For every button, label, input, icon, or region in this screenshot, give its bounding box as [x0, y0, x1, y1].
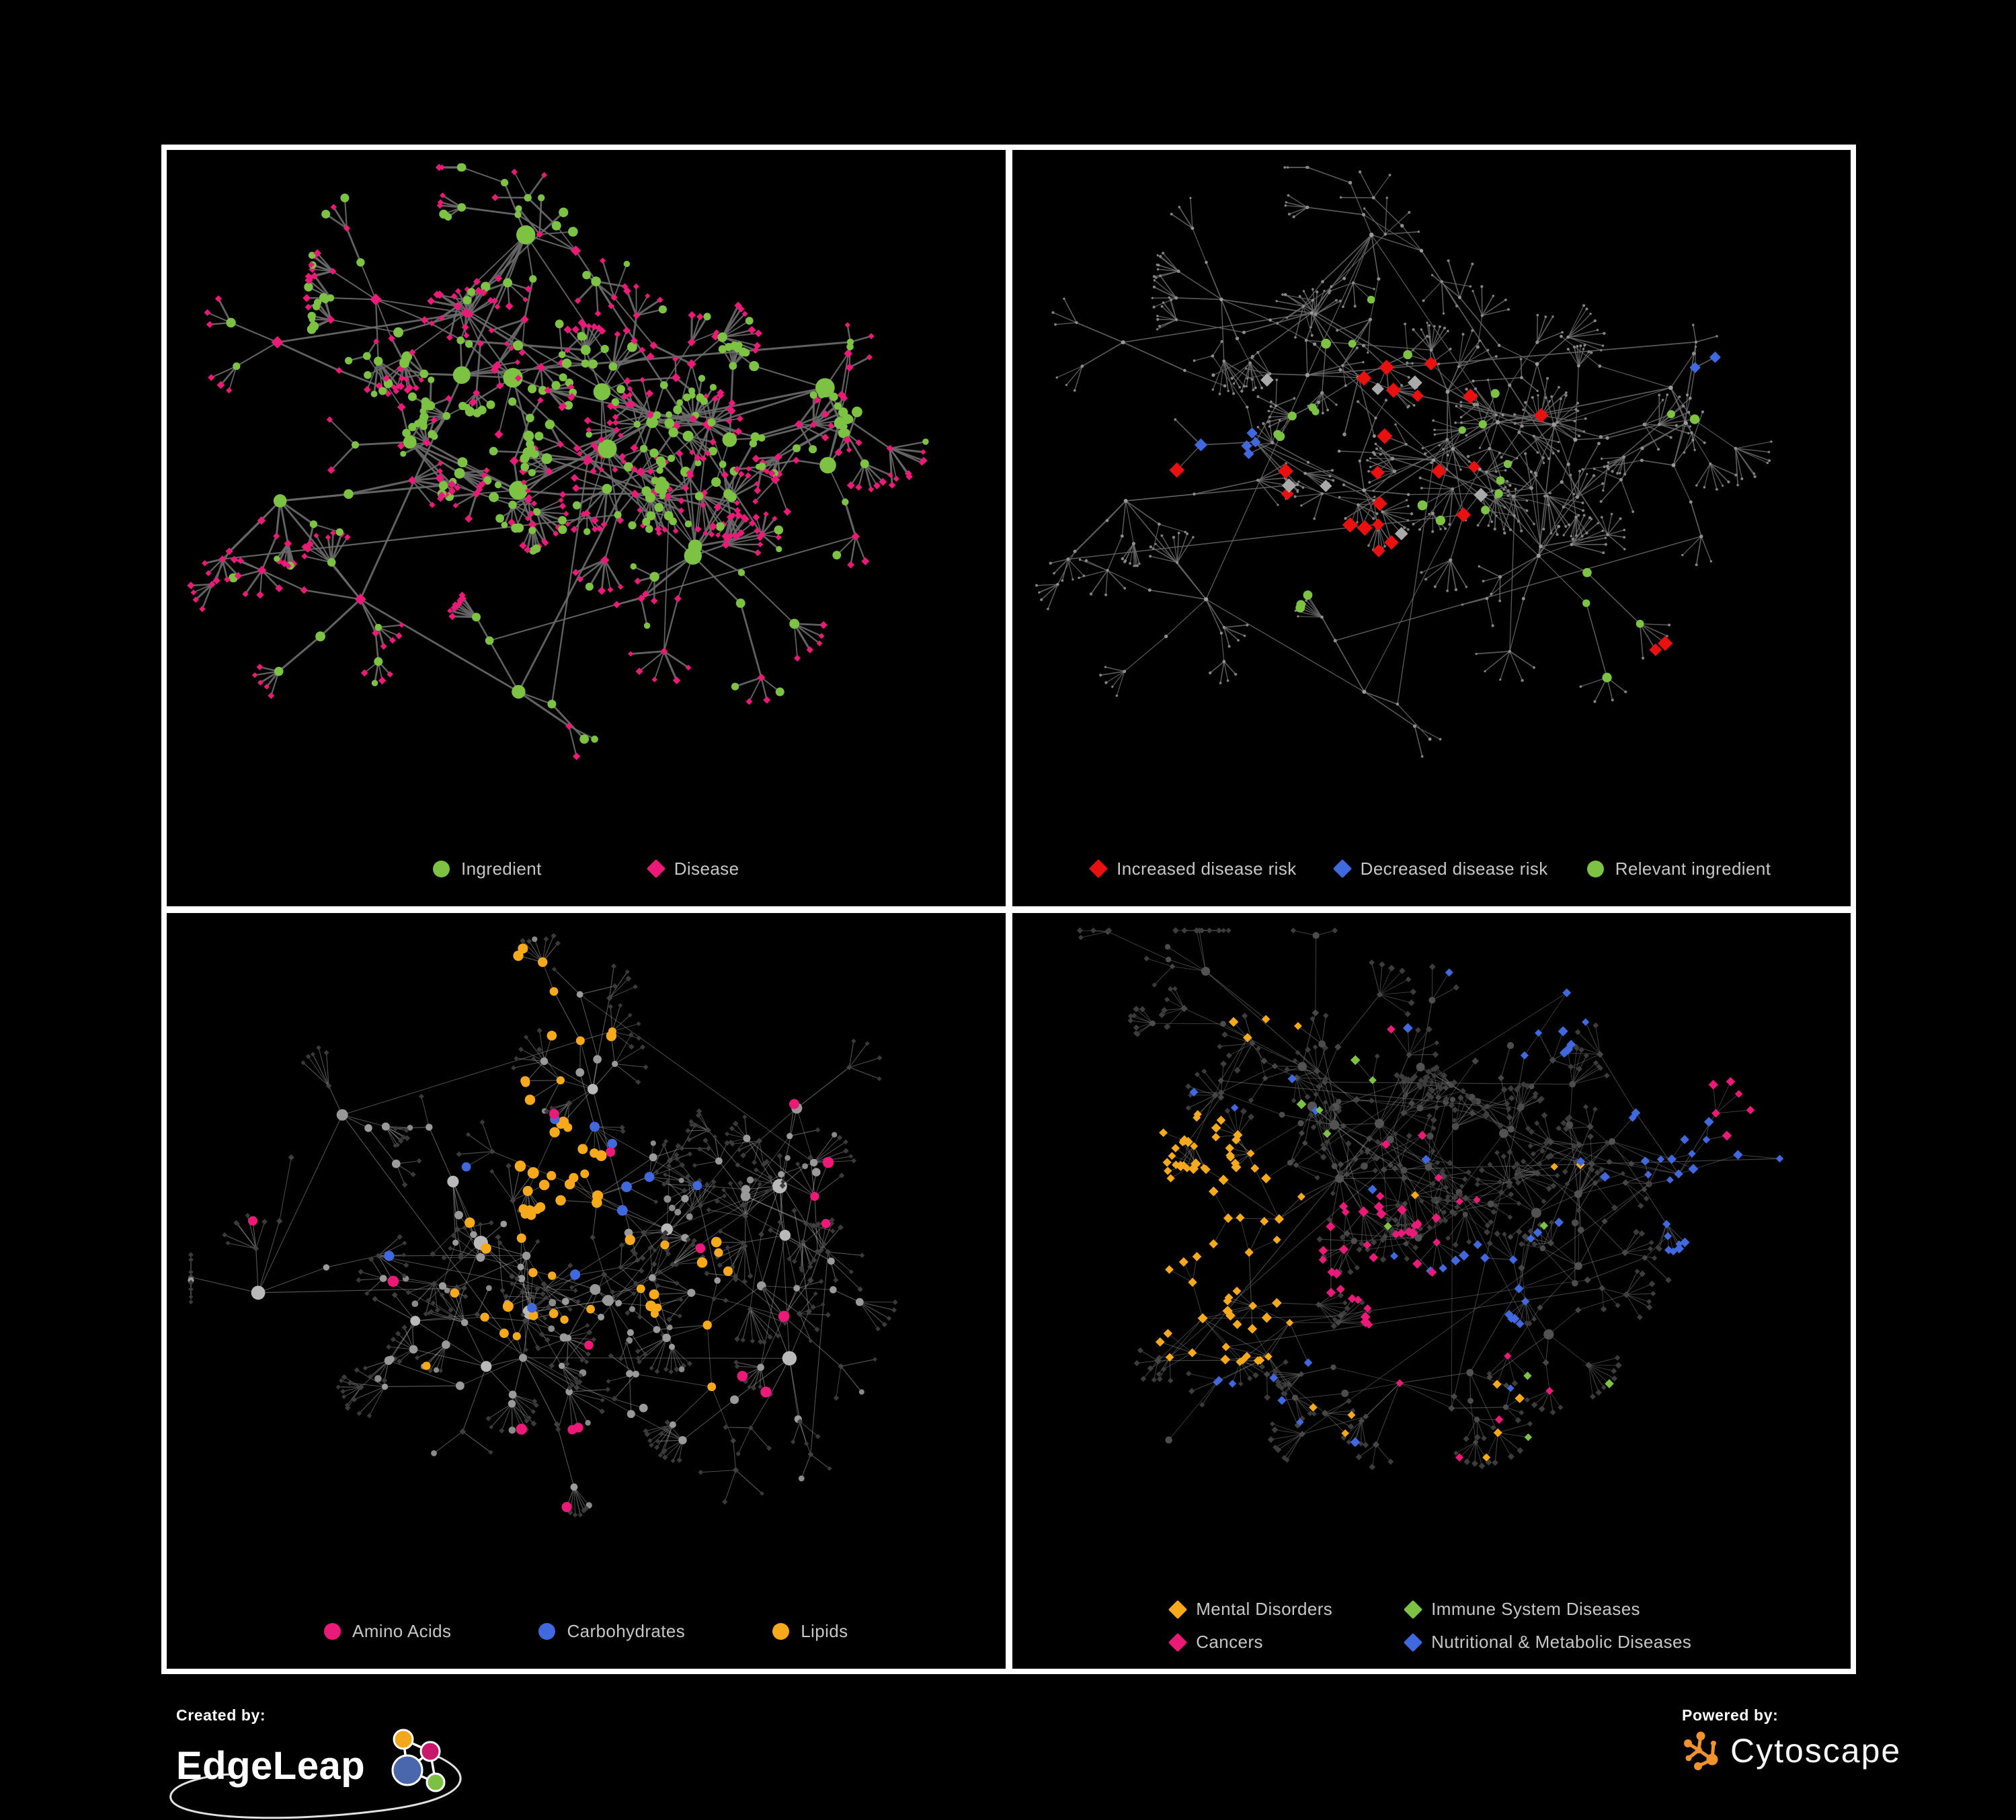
edgeleap-logo: EdgeLeap — [169, 1726, 553, 1819]
disease-risk-network-graph — [1035, 165, 1773, 758]
legend-label-ingredient: Ingredient — [461, 858, 542, 879]
lipids-marker-icon — [772, 1623, 790, 1640]
legend-label-nutritional-metabolic-diseases: Nutritional & Metabolic Diseases — [1431, 1632, 1692, 1652]
powered-by-label: Powered by: — [1682, 1706, 1779, 1724]
legend-label-mental-disorders: Mental Disorders — [1196, 1599, 1333, 1619]
decreased-risk-marker-icon — [1332, 859, 1352, 879]
legend-label-amino-acids: Amino Acids — [352, 1621, 452, 1641]
legend-item-immune-system-diseases: Immune System Diseases — [1404, 1599, 1691, 1620]
cytoscape-wordmark: Cytoscape — [1730, 1732, 1902, 1770]
legend-item-increased-risk: Increased disease risk — [1089, 858, 1297, 879]
legend-label-disease: Disease — [674, 858, 739, 879]
carbohydrates-marker-icon — [538, 1623, 556, 1640]
legend-ingredient-disease: Ingredient Disease — [167, 859, 1006, 879]
relevant-ingredient-marker-icon — [1586, 860, 1604, 877]
edgeleap-logo-icon — [391, 1729, 446, 1792]
edgeleap-swoosh-icon — [169, 1750, 462, 1819]
legend-label-lipids: Lipids — [801, 1621, 848, 1641]
legend-label-carbohydrates: Carbohydrates — [567, 1621, 686, 1641]
panel-nutrient-class-network: Amino Acids Carbohydrates Lipids — [167, 912, 1006, 1669]
disease-class-network-graph — [1076, 926, 1783, 1470]
panel-ingredient-disease-network: Ingredient Disease — [167, 150, 1006, 906]
legend-label-increased-risk: Increased disease risk — [1117, 858, 1297, 879]
ingredient-marker-icon — [433, 860, 450, 877]
cytoscape-logo: Cytoscape — [1682, 1730, 1901, 1772]
amino-acids-marker-icon — [323, 1623, 341, 1640]
legend-item-amino-acids: Amino Acids — [323, 1621, 452, 1642]
legend-item-disease: Disease — [646, 858, 739, 879]
increased-risk-marker-icon — [1089, 859, 1108, 879]
created-by-label: Created by: — [176, 1706, 266, 1724]
panel-grid: Ingredient Disease Increased disease ris… — [161, 145, 1856, 1674]
legend-nutrient-classes: Amino Acids Carbohydrates Lipids — [167, 1621, 1006, 1642]
cytoscape-icon — [1684, 1731, 1718, 1770]
legend-label-immune-system-diseases: Immune System Diseases — [1431, 1599, 1640, 1619]
legend-label-decreased-risk: Decreased disease risk — [1360, 858, 1548, 879]
panel-disease-class-network: Mental Disorders Immune System Diseases … — [1012, 912, 1851, 1669]
legend-item-cancers: Cancers — [1168, 1632, 1332, 1653]
panel-disease-risk-network: Increased disease risk Decreased disease… — [1012, 150, 1851, 906]
edgeleap-brand: Created by: EdgeLeap — [169, 1706, 553, 1819]
mental-disorders-marker-icon — [1168, 1599, 1188, 1619]
legend-disease-classes: Mental Disorders Immune System Diseases … — [1168, 1599, 1692, 1653]
edgeleap-wordmark: EdgeLeap — [176, 1744, 366, 1788]
legend-item-ingredient: Ingredient — [433, 859, 542, 879]
legend-item-decreased-risk: Decreased disease risk — [1332, 858, 1548, 879]
immune-system-diseases-marker-icon — [1404, 1599, 1423, 1619]
nutritional-metabolic-diseases-marker-icon — [1404, 1632, 1423, 1652]
legend-item-mental-disorders: Mental Disorders — [1168, 1599, 1333, 1620]
legend-item-carbohydrates: Carbohydrates — [538, 1621, 685, 1642]
cytoscape-brand: Powered by: Cytoscape — [1682, 1706, 1901, 1772]
legend-label-relevant-ingredient: Relevant ingredient — [1615, 858, 1771, 879]
legend-label-cancers: Cancers — [1196, 1632, 1263, 1652]
legend-item-relevant-ingredient: Relevant ingredient — [1586, 858, 1771, 879]
ingredient-disease-network-graph — [187, 163, 929, 760]
cancers-marker-icon — [1168, 1632, 1188, 1652]
nutrient-class-network-graph — [188, 933, 898, 1517]
legend-item-nutritional-metabolic-diseases: Nutritional & Metabolic Diseases — [1404, 1632, 1692, 1653]
legend-disease-risk: Increased disease risk Decreased disease… — [1012, 859, 1851, 879]
legend-item-lipids: Lipids — [772, 1621, 848, 1642]
disease-marker-icon — [646, 859, 666, 879]
